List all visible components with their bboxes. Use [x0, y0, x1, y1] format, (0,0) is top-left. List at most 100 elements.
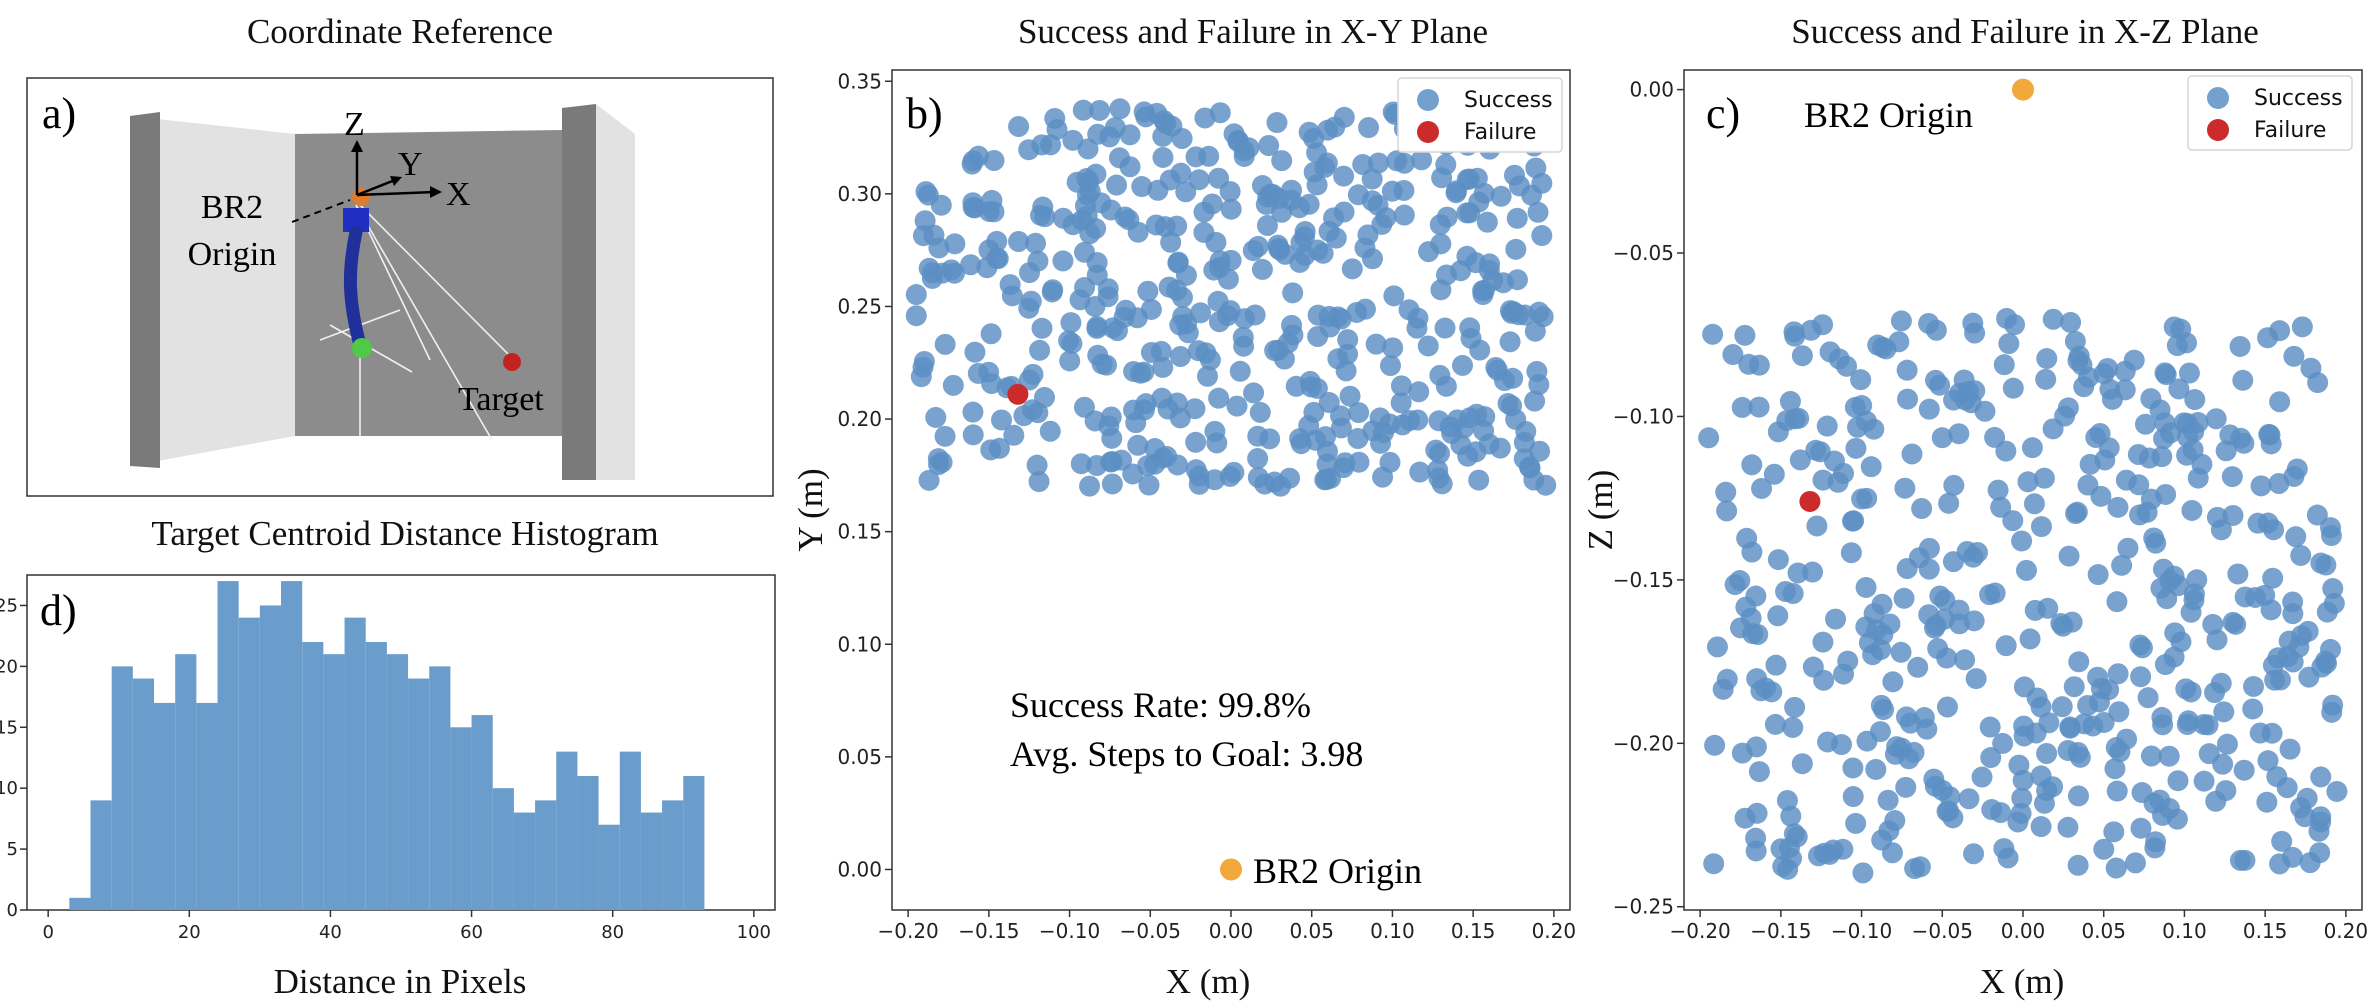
xz-success-point [2131, 637, 2153, 659]
xy-success-point [1196, 365, 1218, 387]
xz-success-point [1812, 469, 1834, 491]
xz-success-point [2002, 377, 2024, 399]
xz-success-point [1734, 807, 1756, 829]
xy-success-point [1113, 306, 1135, 328]
xy-success-point [1266, 112, 1288, 134]
xz-success-point [2271, 830, 2293, 852]
xy-success-point [943, 262, 965, 284]
histogram-bar [281, 581, 303, 910]
xz-success-point [2307, 372, 2329, 394]
xz-success-point [2282, 591, 2304, 613]
xz-success-point [1918, 312, 1940, 334]
xy-success-point [1255, 193, 1277, 215]
xz-success-point [2175, 678, 2197, 700]
xy-success-point [1044, 107, 1066, 129]
xz-success-point [2103, 821, 2125, 843]
xz-success-point [1877, 789, 1899, 811]
histogram-bar [323, 654, 345, 910]
axes-arrows [355, 148, 436, 197]
xy-success-point [1303, 401, 1325, 423]
xy-success-point [1188, 169, 1210, 191]
xz-success-point [1745, 827, 1767, 849]
xz-success-point [1855, 616, 1877, 638]
xz-success-point [2320, 517, 2342, 539]
xz-success-point [1716, 500, 1738, 522]
xy-success-point [1247, 425, 1269, 447]
xy-success-point [1069, 289, 1091, 311]
xy-x-tick-label: 0.10 [1370, 919, 1415, 943]
xy-success-point [1514, 304, 1536, 326]
xy-success-point [1361, 168, 1383, 190]
xz-success-point [1870, 694, 1892, 716]
xy-success-point [1003, 424, 1025, 446]
xz-success-point [1913, 707, 1935, 729]
xz-success-point [2111, 554, 2133, 576]
xz-success-point [1984, 426, 2006, 448]
xy-success-point [1008, 230, 1030, 252]
histogram-x-label: Distance in Pixels [274, 962, 527, 1001]
xz-success-point [2114, 379, 2136, 401]
xy-x-tick-label: −0.15 [958, 919, 1019, 943]
xy-success-point [964, 341, 986, 363]
xz-success-point [1924, 617, 1946, 639]
xy-success-point [1263, 471, 1285, 493]
target-ball [503, 353, 521, 371]
xz-success-point [1842, 786, 1864, 808]
xz-success-point [2030, 696, 2052, 718]
xz-success-point [1786, 826, 1808, 848]
xz-success-point [2269, 320, 2291, 342]
xz-success-point [2166, 808, 2188, 830]
xz-success-point [1791, 345, 1813, 367]
xy-success-point [1445, 182, 1467, 204]
xz-y-tick-label: −0.15 [1613, 568, 1674, 592]
xz-success-point [2030, 765, 2052, 787]
histogram-y-tick-label: 5 [7, 839, 18, 860]
histogram-bar [386, 654, 409, 910]
xy-success-point [1001, 285, 1023, 307]
xz-x-tick-label: −0.20 [1669, 919, 1730, 943]
xy-x-tick-label: −0.05 [1120, 919, 1181, 943]
xz-success-point [1825, 608, 1847, 630]
xz-success-point [2060, 311, 2082, 333]
xz-success-point [2279, 738, 2301, 760]
xy-success-point [1458, 168, 1480, 190]
xy-scatter-plot: −0.20 −0.15 −0.10 −0.05 0.00 0.05 0.10 0.15 0.20… [791, 69, 1576, 1001]
xz-success-point [1875, 338, 1897, 360]
xy-success-point [1466, 403, 1488, 425]
xy-success-point [912, 225, 934, 247]
xz-success-point [2178, 362, 2200, 384]
xy-success-point [1370, 432, 1392, 454]
xy-success-point [1499, 331, 1521, 353]
xz-success-point [2233, 432, 2255, 454]
xz-success-point [2151, 706, 2173, 728]
xz-success-point [2030, 816, 2052, 838]
histogram-bar [365, 642, 387, 910]
xz-success-point [1896, 359, 1918, 381]
xy-success-point [1088, 99, 1110, 121]
xz-success-point [1894, 477, 1916, 499]
xy-success-point [1372, 466, 1394, 488]
xz-success-point [1800, 319, 1822, 341]
xz-success-point [2140, 745, 2162, 767]
xz-x-tick-label: −0.10 [1831, 919, 1892, 943]
xy-success-point [1087, 123, 1109, 145]
xy-success-point [1026, 454, 1048, 476]
histogram-bar [556, 751, 578, 910]
xz-success-point [1703, 853, 1725, 875]
left-pillar [130, 112, 160, 468]
left-side-wall [130, 116, 295, 466]
xz-success-point [1780, 805, 1802, 827]
xz-success-point [1965, 668, 1987, 690]
xy-success-point [1324, 116, 1346, 138]
xy-success-point [991, 409, 1013, 431]
xz-success-point [2191, 453, 2213, 475]
xz-success-point [2064, 330, 2086, 352]
xy-success-point [944, 233, 966, 255]
xz-success-point [2129, 504, 2151, 526]
axis-label-z: Z [344, 106, 365, 143]
xz-success-point [2167, 770, 2189, 792]
xz-success-point [2067, 854, 2089, 876]
xy-success-point [1052, 250, 1074, 272]
xz-success-point [1996, 307, 2018, 329]
